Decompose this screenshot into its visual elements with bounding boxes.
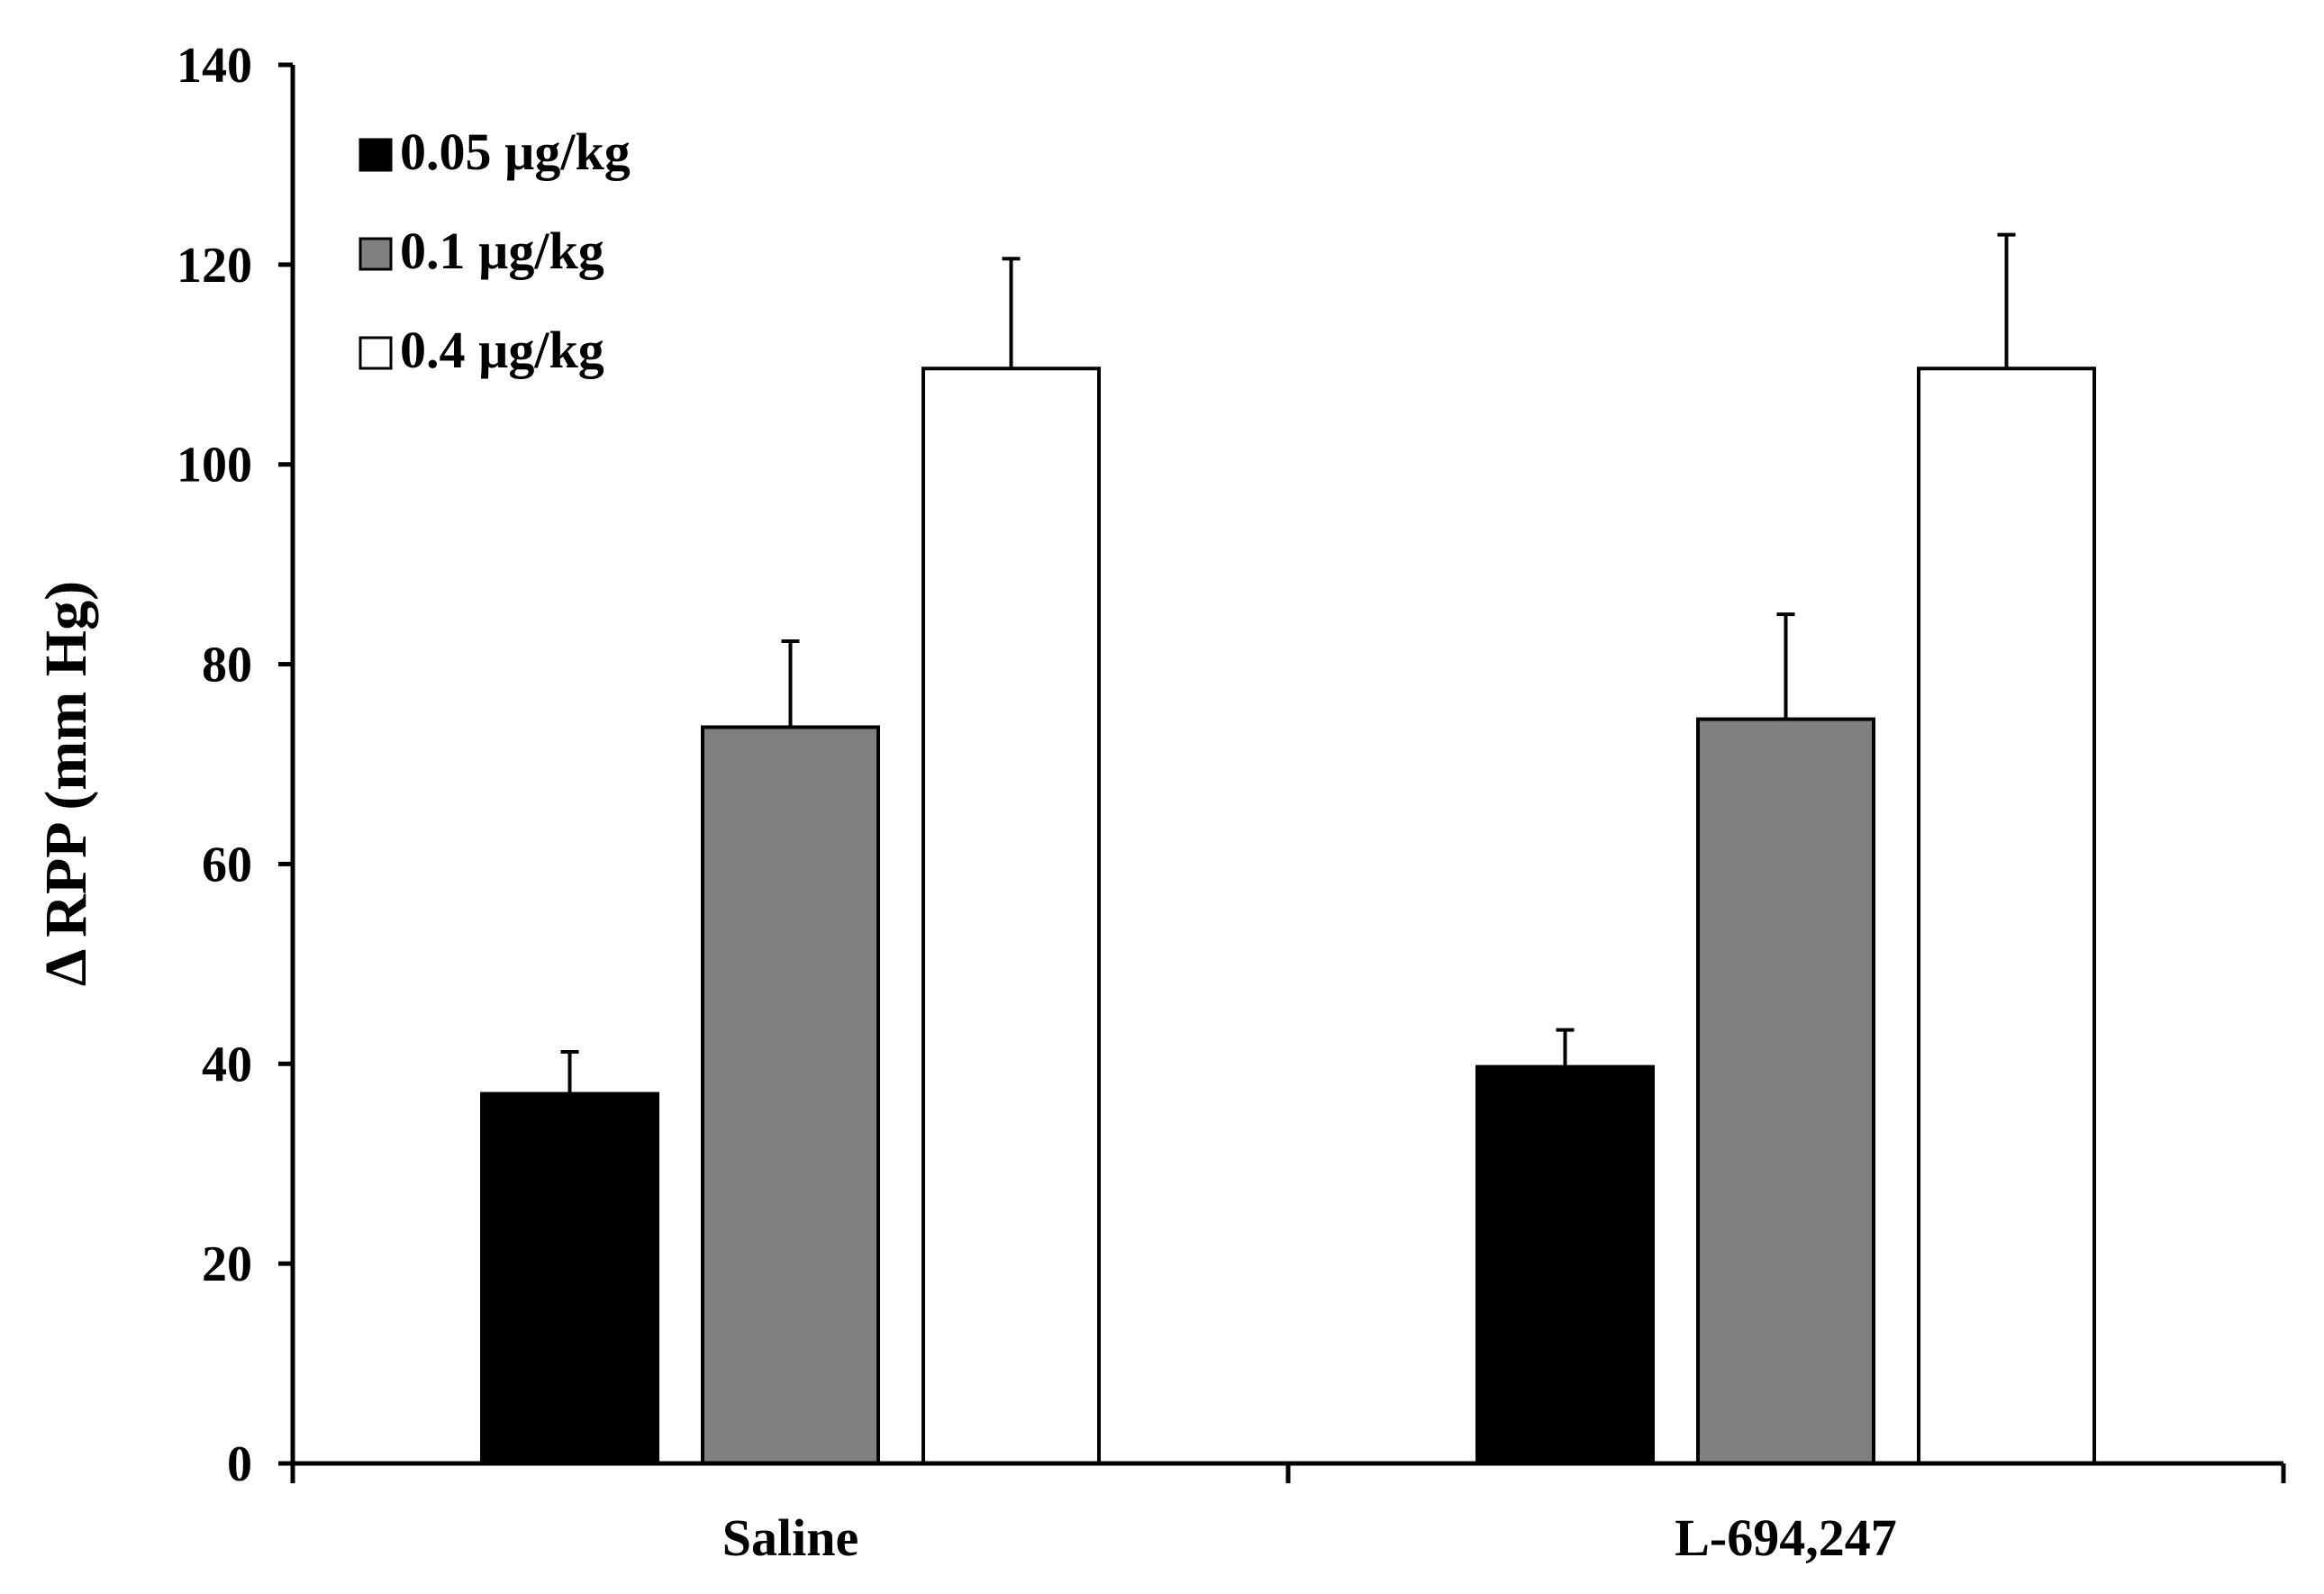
- legend-label: 0.05 µg/kg: [400, 122, 631, 181]
- y-tick-label: 120: [177, 238, 252, 294]
- legend-swatch: [359, 336, 393, 370]
- y-tick-label: 60: [202, 837, 252, 892]
- bar: [1696, 717, 1875, 1465]
- bar: [1917, 367, 2096, 1465]
- y-tick-label: 140: [177, 38, 252, 94]
- error-bars-layer: [560, 232, 2016, 1094]
- bar: [1475, 1064, 1655, 1465]
- legend: 0.05 µg/kg 0.1 µg/kg 0.4 µg/kg: [359, 122, 631, 379]
- y-tick-label: 40: [202, 1037, 252, 1092]
- x-ticks-layer: Saline L-694,247: [290, 1463, 2286, 1567]
- y-ticks-layer: 0 20 40 60 80 100 120 140: [177, 38, 293, 1492]
- bar: [480, 1091, 659, 1466]
- bar: [921, 367, 1101, 1465]
- y-tick-label: 20: [202, 1236, 252, 1292]
- legend-label: 0.1 µg/kg: [400, 222, 604, 280]
- legend-swatch: [359, 237, 393, 271]
- x-category-label: Saline: [722, 1508, 859, 1567]
- y-tick-label: 80: [202, 638, 252, 693]
- y-axis-title: Δ RPP (mm Hg): [33, 581, 99, 986]
- legend-swatch: [359, 138, 393, 172]
- bars-layer: [480, 367, 2096, 1466]
- legend-label: 0.4 µg/kg: [400, 321, 604, 379]
- x-category-label: L-694,247: [1675, 1508, 1897, 1567]
- y-tick-label: 100: [177, 438, 252, 494]
- y-tick-label: 0: [227, 1436, 252, 1492]
- bar: [701, 725, 880, 1465]
